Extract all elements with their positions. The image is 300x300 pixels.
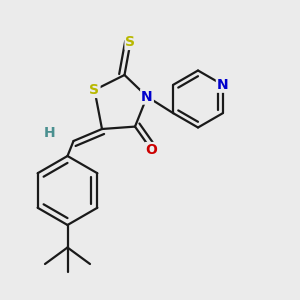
Text: S: S: [125, 35, 136, 49]
Text: N: N: [217, 78, 229, 92]
Text: O: O: [146, 143, 158, 157]
Text: S: S: [89, 83, 100, 97]
Text: H: H: [44, 127, 55, 140]
Text: N: N: [141, 90, 153, 104]
